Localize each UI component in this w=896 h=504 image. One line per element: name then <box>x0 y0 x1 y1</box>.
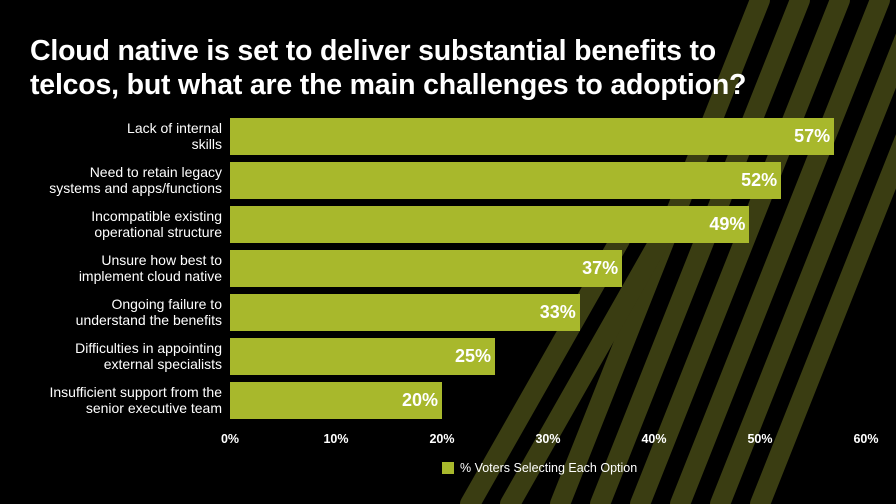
category-label: Difficulties in appointing external speci… <box>75 340 222 372</box>
decoration-stripe <box>630 0 850 504</box>
category-label: Ongoing failure to understand the benefit… <box>75 296 222 328</box>
category-label: Insufficient support from the senior exec… <box>49 384 223 416</box>
bar-value-label: 57% <box>794 126 831 146</box>
decoration-stripe <box>750 134 896 504</box>
x-tick-label: 50% <box>747 432 773 446</box>
category-label: Unsure how best to implement cloud native <box>78 252 222 284</box>
x-tick-label: 10% <box>323 432 349 446</box>
x-tick-label: 30% <box>535 432 561 446</box>
bar-value-label: 49% <box>709 214 746 234</box>
legend-swatch <box>442 462 454 474</box>
chart-title: Cloud native is set to deliver substanti… <box>30 34 890 102</box>
decoration-stripe <box>500 230 670 504</box>
bar-value-label: 20% <box>401 390 438 410</box>
bar <box>230 206 750 243</box>
bar <box>230 162 782 199</box>
bar <box>230 250 623 287</box>
chart-title-line2: telcos, but what are the main challenges… <box>30 69 747 101</box>
bar <box>230 294 580 331</box>
x-tick-label: 60% <box>853 432 879 446</box>
decoration-stripe <box>710 33 896 504</box>
bar <box>230 338 495 375</box>
legend-label: % Voters Selecting Each Option <box>460 461 638 475</box>
bar-value-label: 52% <box>741 170 778 190</box>
bar-value-label: 37% <box>582 258 619 278</box>
legend: % Voters Selecting Each Option <box>442 461 637 475</box>
decoration-stripe <box>590 0 810 504</box>
x-tick-label: 20% <box>429 432 455 446</box>
category-label: Need to retain legacy systems and apps/fu… <box>49 164 222 196</box>
chart-title-line1: Cloud native is set to deliver substanti… <box>30 35 717 67</box>
category-label: Lack of internal skills <box>127 120 222 152</box>
category-label: Incompatible existing operational structu… <box>91 208 222 240</box>
bar-value-label: 33% <box>539 302 576 322</box>
decoration-stripe <box>670 0 890 504</box>
x-tick-label: 40% <box>641 432 667 446</box>
bar <box>230 382 442 419</box>
x-tick-label: 0% <box>220 432 240 446</box>
bar <box>230 118 835 155</box>
bar-value-label: 25% <box>454 346 491 366</box>
